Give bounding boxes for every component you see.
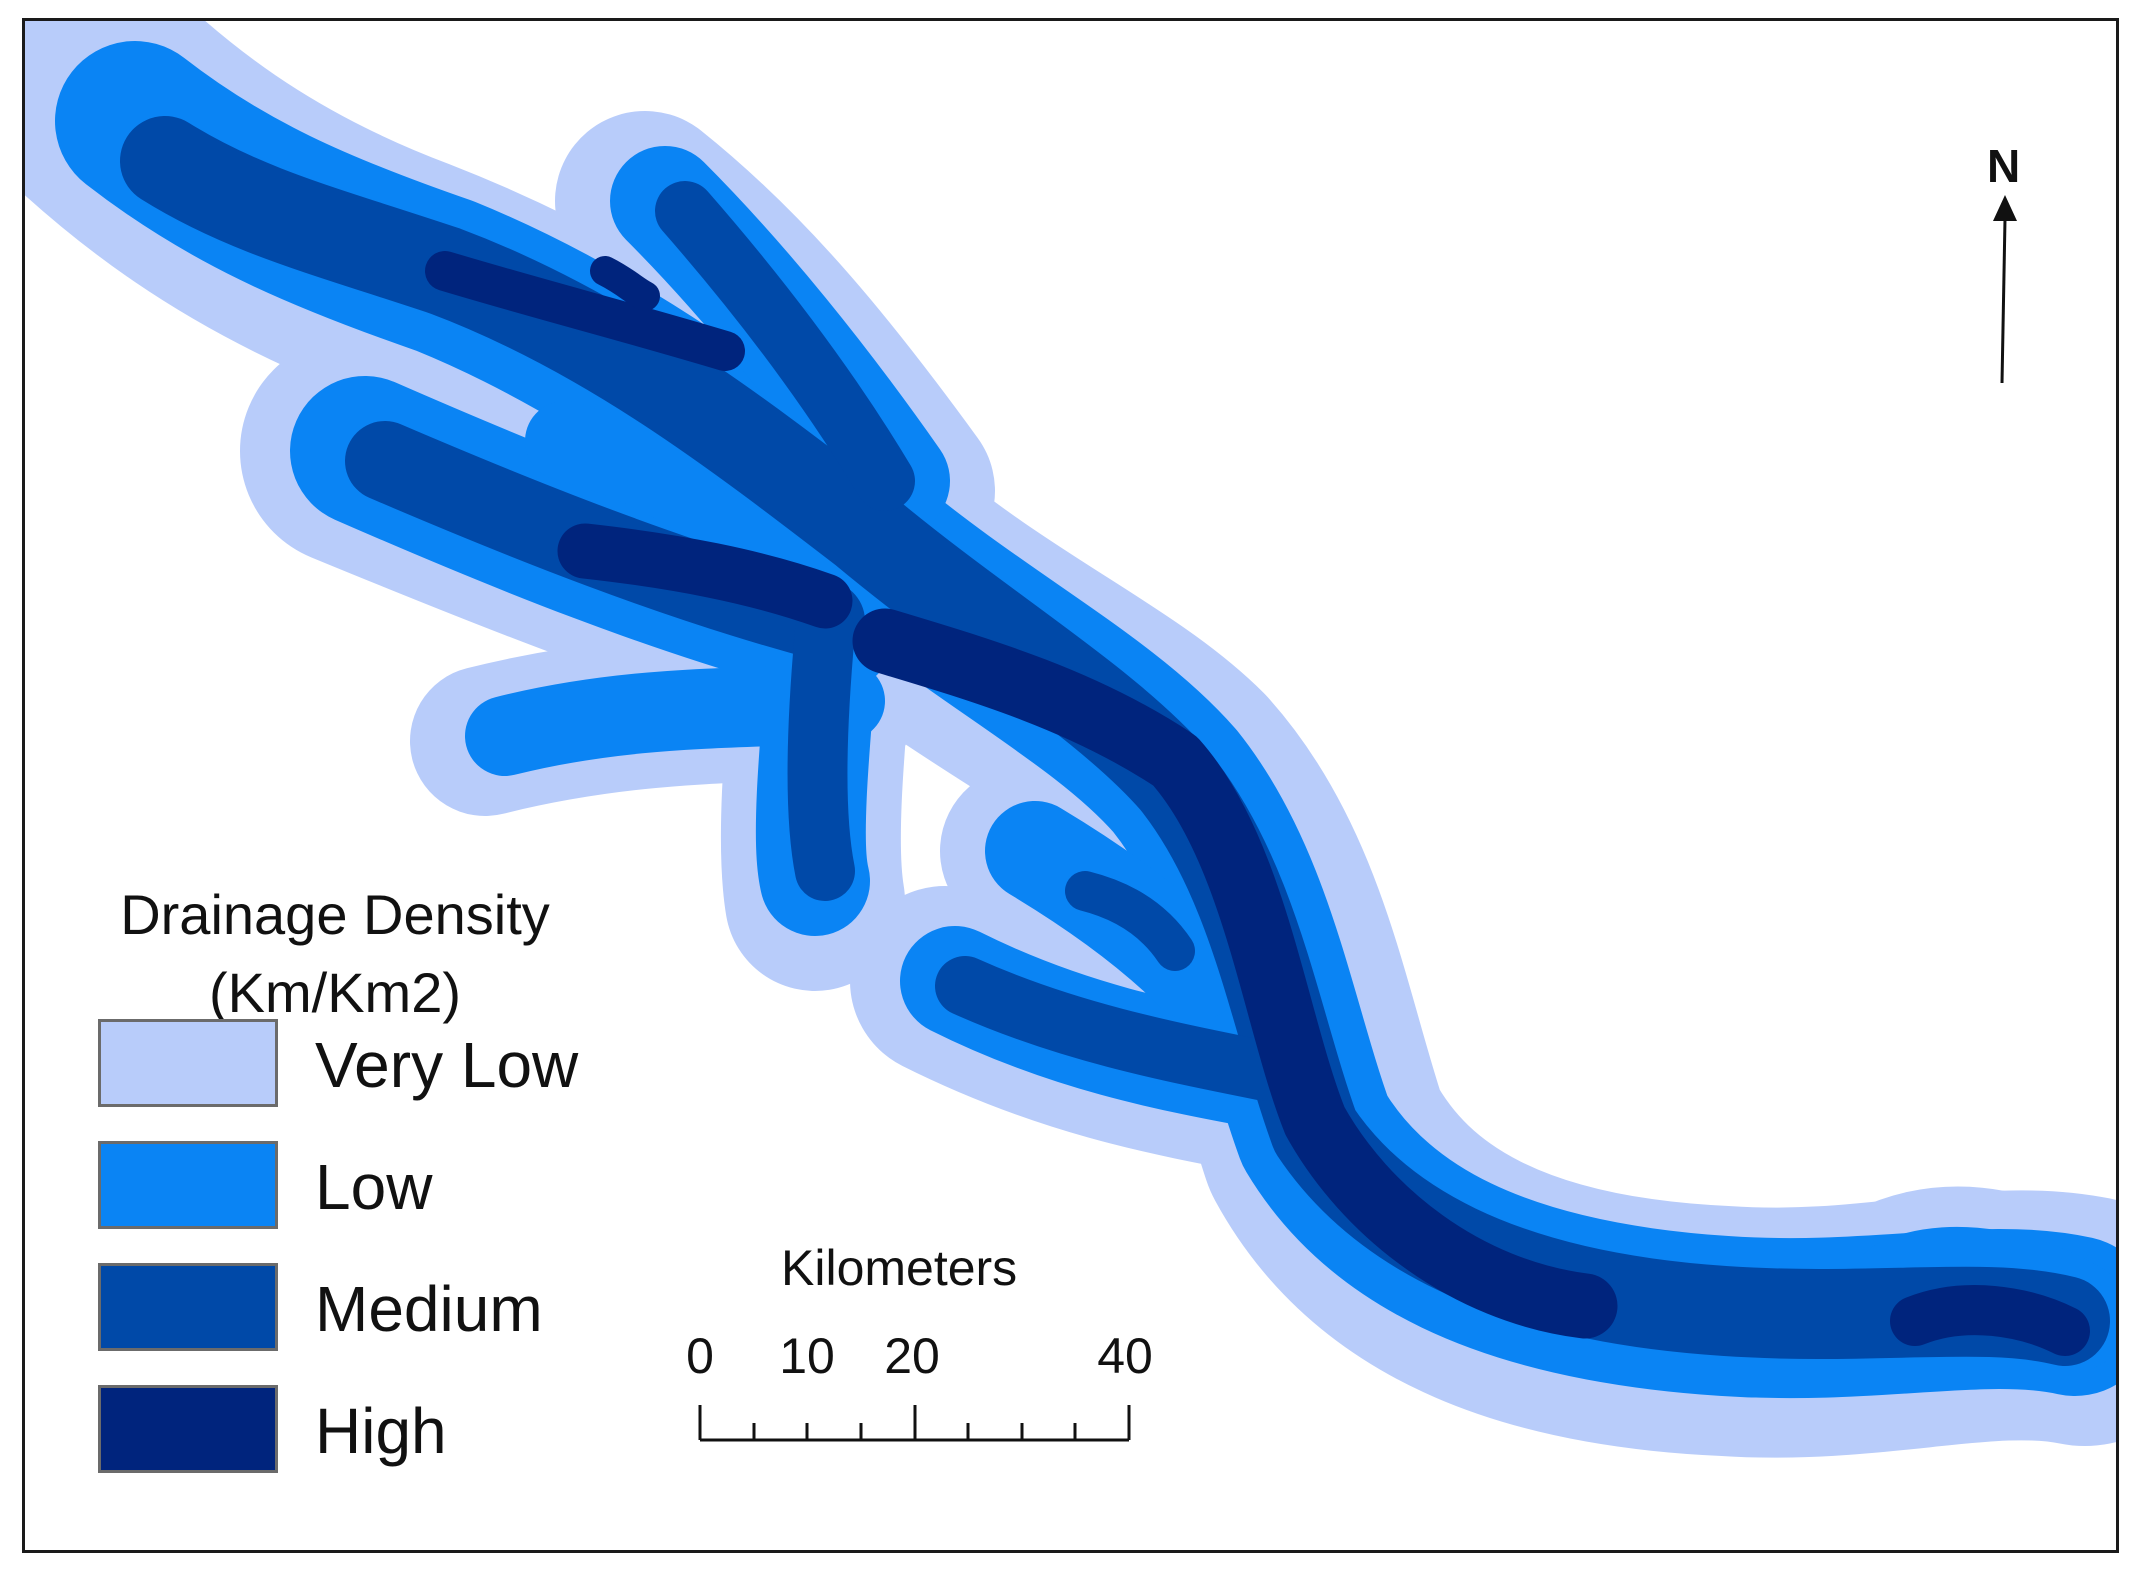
legend-swatch-very-low bbox=[98, 1019, 278, 1107]
legend-units: (Km/Km2) bbox=[209, 961, 461, 1024]
legend-swatch-medium bbox=[98, 1263, 278, 1351]
scale-bar-title: Kilometers bbox=[781, 1240, 1018, 1296]
legend-label-high: High bbox=[315, 1395, 447, 1467]
legend-label-low: Low bbox=[315, 1151, 433, 1223]
legend-title: Drainage Density bbox=[120, 883, 550, 946]
scale-label-10: 10 bbox=[779, 1328, 835, 1384]
scale-label-20: 20 bbox=[884, 1328, 940, 1384]
high-zone bbox=[425, 251, 2090, 1356]
scale-bar bbox=[698, 1405, 1131, 1442]
north-arrow-icon bbox=[1993, 195, 2017, 384]
drainage-density-map bbox=[25, 21, 2116, 1458]
legend-label-very-low: Very Low bbox=[315, 1029, 579, 1101]
scale-label-40: 40 bbox=[1097, 1328, 1153, 1384]
scale-label-0: 0 bbox=[686, 1328, 714, 1384]
map-frame: N Drainage Density (Km/Km2) Very Low Low… bbox=[22, 18, 2119, 1553]
legend-label-medium: Medium bbox=[315, 1273, 543, 1345]
legend-swatch-low bbox=[98, 1141, 278, 1229]
legend-swatch-high bbox=[98, 1385, 278, 1473]
north-label: N bbox=[1987, 140, 2021, 192]
